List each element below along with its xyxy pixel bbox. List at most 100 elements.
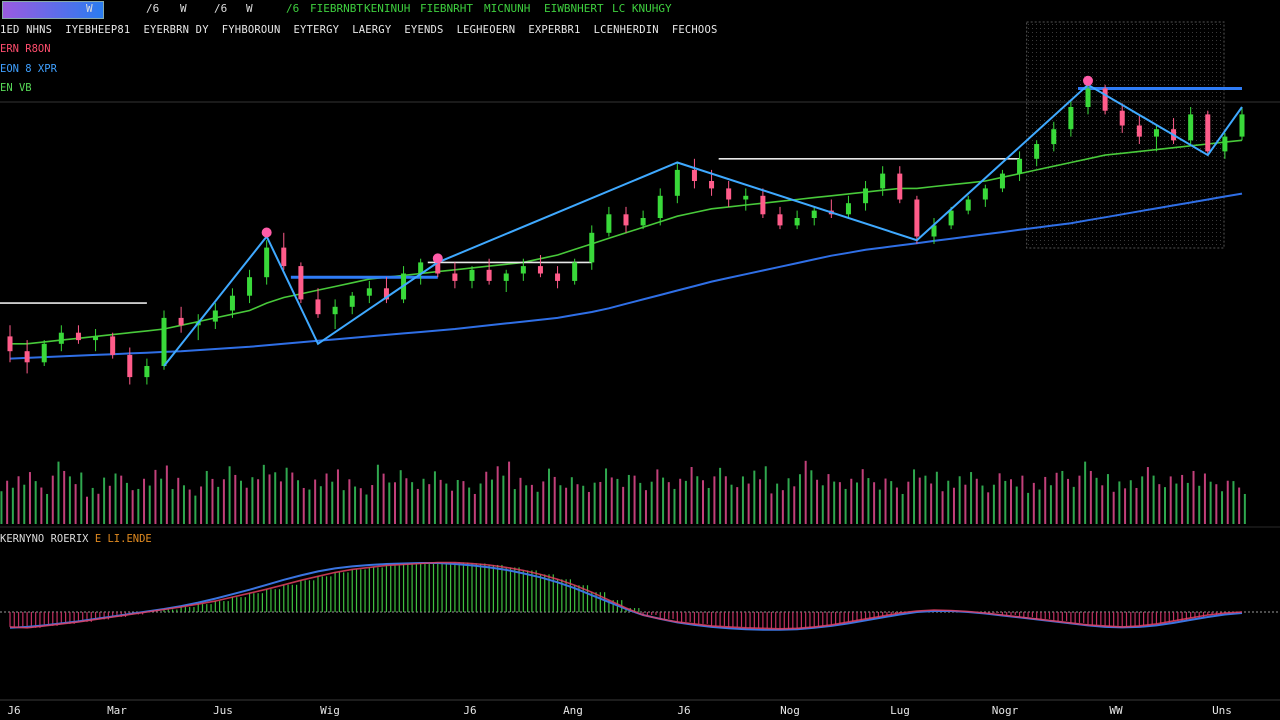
candle-body: [537, 266, 543, 274]
candle: [572, 258, 578, 285]
indicator-name[interactable]: LEGHEOERN: [456, 24, 516, 36]
candle: [828, 199, 834, 218]
candle-body: [999, 173, 1005, 189]
indicator-name[interactable]: EYTERGY: [293, 24, 340, 36]
candle-body: [1017, 158, 1023, 174]
oscillator-label: KERNYNO ROERIX E LI.ENDE: [0, 533, 152, 545]
toolbar-item-4[interactable]: /6: [214, 2, 228, 15]
candle: [58, 325, 64, 352]
indicator-name[interactable]: LCENHERDIN: [593, 24, 659, 36]
indicator-row: 1ED NHNS IYEBHEEP81 EYERBRN DY FYHBOROUN…: [0, 24, 718, 36]
candle: [1034, 140, 1040, 167]
candle: [127, 347, 133, 385]
x-tick-label: Nog: [780, 704, 800, 717]
indicator-tab-5[interactable]: EIWBNHERT: [544, 2, 604, 15]
oscillator-signal-line: [9, 562, 1243, 631]
indicator-name[interactable]: 1ED NHNS: [0, 24, 53, 36]
indicator-name[interactable]: EYENDS: [404, 24, 444, 36]
candle-body: [743, 195, 749, 200]
candle-body: [794, 218, 800, 226]
indicator-tab-6[interactable]: LC KNUHGY: [612, 2, 672, 15]
candle: [691, 158, 697, 189]
candle: [332, 299, 338, 329]
toolbar-item-6[interactable]: /6: [286, 2, 300, 15]
candle-body: [1102, 88, 1108, 111]
candle: [229, 288, 235, 318]
indicator-name[interactable]: IYEBHEEP81: [65, 24, 131, 36]
candle: [161, 310, 167, 370]
candle-body: [435, 262, 441, 274]
candle-body: [281, 247, 287, 267]
symbol-selector[interactable]: [2, 1, 104, 19]
x-tick-label: Ang: [563, 704, 583, 717]
indicator-name[interactable]: LAERGY: [352, 24, 392, 36]
x-tick-label: J6: [463, 704, 477, 717]
candle: [965, 195, 971, 215]
indicator-name[interactable]: FYHBOROUN: [221, 24, 281, 36]
candle: [606, 206, 612, 237]
candles: [7, 81, 1245, 385]
indicator-tab-2[interactable]: KENINUH: [364, 2, 411, 15]
candle: [178, 306, 184, 333]
indicator-tab-3[interactable]: FIEBNRHT: [420, 2, 473, 15]
toolbar-item-1[interactable]: W: [86, 2, 93, 15]
candle: [914, 195, 920, 244]
candle-body: [1085, 88, 1091, 107]
candle-body: [1119, 110, 1125, 126]
candle-body: [982, 188, 988, 200]
pivot-marker: [1083, 75, 1093, 86]
candle-body: [709, 181, 715, 189]
x-tick-label: WW: [1109, 704, 1123, 717]
candle-body: [452, 273, 458, 281]
candle-body: [760, 195, 766, 215]
candle-body: [674, 169, 680, 196]
candle: [1136, 114, 1142, 144]
indicator-tab-1[interactable]: FIEBRNBT: [310, 2, 363, 15]
candle-body: [161, 317, 167, 366]
zigzag-polyline: [163, 83, 1243, 367]
candle-body: [589, 232, 595, 263]
candle: [93, 329, 99, 352]
candle-body: [897, 173, 903, 200]
candle-body: [41, 343, 47, 363]
candle-body: [1153, 129, 1159, 137]
candle-body: [229, 295, 235, 311]
candle-body: [1051, 129, 1057, 144]
candle-body: [178, 317, 184, 326]
candle-body: [1068, 107, 1074, 130]
indicator-name[interactable]: FECHOOS: [671, 24, 718, 36]
candle: [623, 206, 629, 233]
x-tick-label: Wig: [320, 704, 340, 717]
toolbar-item-5[interactable]: W: [246, 2, 253, 15]
candle-body: [555, 273, 561, 281]
candle-body: [383, 288, 389, 300]
candle-body: [264, 247, 270, 278]
candle-body: [880, 173, 886, 189]
toolbar-item-3[interactable]: W: [180, 2, 187, 15]
candle-body: [1222, 136, 1228, 152]
candle: [657, 188, 663, 226]
pivot-marker: [432, 253, 443, 264]
candle-body: [1205, 114, 1211, 152]
indicator-tab-4[interactable]: MICNUNH: [484, 2, 531, 15]
candle-body: [606, 214, 612, 233]
x-tick-label: Jus: [213, 704, 233, 717]
candle: [212, 303, 218, 329]
indicator-name[interactable]: EXPERBR1: [528, 24, 581, 36]
candle: [486, 258, 492, 285]
x-tick-label: Uns: [1212, 704, 1232, 717]
candle-body: [623, 214, 629, 226]
candle-body: [931, 225, 937, 237]
toolbar-item-2[interactable]: /6: [146, 2, 160, 15]
candle-body: [247, 277, 253, 296]
candle: [760, 188, 766, 218]
candle-body: [811, 210, 817, 218]
candle: [880, 166, 886, 196]
indicator-name[interactable]: EYERBRN DY: [143, 24, 209, 36]
candle-body: [948, 210, 954, 226]
volume-bars: [0, 460, 1246, 524]
candle: [24, 340, 30, 374]
candle-body: [127, 354, 133, 378]
candle: [110, 332, 116, 359]
